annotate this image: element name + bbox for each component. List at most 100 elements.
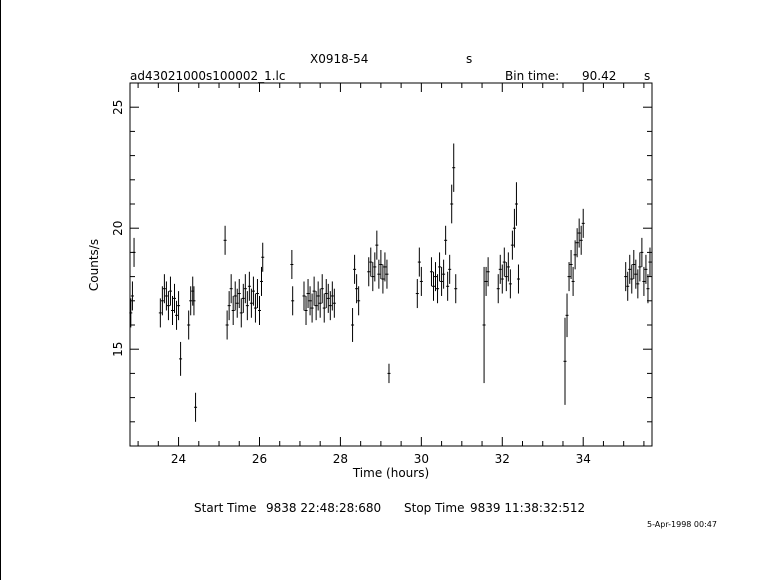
data-point (624, 262, 628, 292)
data-point (434, 262, 438, 292)
data-point (482, 266, 486, 384)
data-point (373, 252, 377, 282)
data-point (626, 271, 630, 301)
data-point (498, 254, 502, 284)
data-point (644, 254, 648, 284)
data-point (175, 300, 179, 330)
data-point (438, 252, 442, 282)
data-point (249, 288, 253, 318)
file-name: ad43021000s100002_1.lc (130, 69, 286, 83)
data-point (231, 295, 235, 325)
y-tick-label: 25 (111, 100, 125, 115)
data-point (330, 281, 334, 311)
data-point (436, 274, 440, 304)
data-point (129, 298, 133, 328)
x-axis-label: Time (hours) (352, 466, 429, 480)
data-point (291, 286, 295, 316)
data-point (440, 266, 444, 296)
data-point (634, 259, 638, 289)
data-point (415, 279, 419, 309)
data-point (429, 257, 433, 287)
data-point (253, 293, 257, 323)
data-point (177, 291, 181, 321)
x-tick-label: 34 (576, 452, 591, 466)
data-point (227, 291, 231, 321)
data-point (320, 274, 324, 304)
data-point (512, 208, 516, 248)
data-point (357, 286, 361, 316)
data-point (565, 293, 569, 338)
data-point (446, 271, 450, 301)
data-point (239, 298, 243, 328)
data-point (454, 274, 458, 304)
data-point (486, 257, 490, 287)
data-point (577, 218, 581, 248)
data-point (496, 274, 500, 304)
data-point (510, 230, 514, 260)
data-point (130, 281, 134, 311)
data-point (383, 252, 387, 282)
bin-time-units: s (644, 69, 651, 83)
date-stamp: 5-Apr-1998 00:47 (647, 520, 717, 529)
data-point (225, 310, 229, 340)
data-point (306, 279, 310, 309)
x-tick-label: 32 (495, 452, 510, 466)
data-point (324, 279, 328, 309)
data-point (581, 208, 585, 238)
data-point (646, 274, 650, 304)
data-point (387, 363, 391, 384)
stop-time-label: Stop Time (404, 501, 465, 515)
data-point (290, 249, 294, 280)
data-point (367, 257, 371, 287)
start-time-value: 9838 22:48:28:680 (266, 501, 382, 515)
data-point (158, 298, 162, 328)
data-point (500, 264, 504, 294)
data-point (379, 249, 383, 280)
data-point (514, 182, 518, 226)
data-point (508, 269, 512, 299)
data-point (638, 252, 642, 282)
data-point (326, 283, 330, 313)
data-point (261, 242, 265, 272)
data-point (316, 281, 320, 311)
data-point (173, 283, 177, 313)
x-tick-label: 30 (414, 452, 429, 466)
data-point (569, 249, 573, 280)
data-point (322, 293, 326, 323)
data-point (351, 308, 355, 342)
data-point (237, 279, 241, 309)
data-point (162, 274, 166, 304)
data-point (642, 266, 646, 296)
window-edge (0, 0, 1, 580)
data-point (575, 228, 579, 258)
data-point (563, 317, 567, 405)
data-point (506, 252, 510, 282)
data-point (630, 264, 634, 294)
data-point (431, 271, 435, 301)
data-point (189, 286, 193, 316)
data-point (260, 266, 264, 296)
x-tick-label: 26 (252, 452, 267, 466)
data-point (355, 274, 359, 304)
data-point (448, 254, 452, 284)
data-point (314, 291, 318, 321)
data-point (187, 310, 191, 340)
data-point (567, 262, 571, 292)
y-tick-label: 20 (111, 221, 125, 236)
data-point (484, 266, 488, 296)
data-point (632, 249, 636, 280)
data-point (375, 230, 379, 260)
data-point (308, 286, 312, 316)
data-point (442, 259, 446, 289)
data-point (385, 259, 389, 289)
data-point (160, 286, 164, 316)
data-point (255, 279, 259, 309)
x-tick-label: 24 (171, 452, 186, 466)
data-point (381, 264, 385, 294)
data-point (579, 225, 583, 255)
data-point (573, 240, 577, 270)
data-point (233, 281, 237, 311)
data-point (164, 281, 168, 311)
